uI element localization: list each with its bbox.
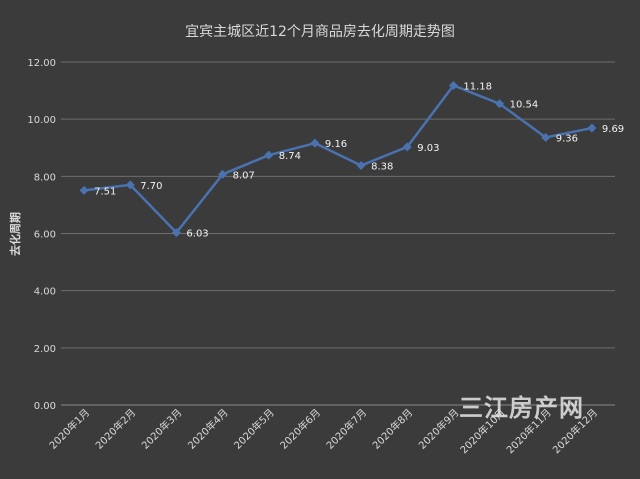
data-label: 9.03 — [417, 143, 439, 154]
x-tick-label: 2020年2月 — [93, 406, 139, 452]
grid-lines — [61, 61, 615, 406]
x-tick-label: 2020年3月 — [139, 406, 185, 452]
series-line — [79, 80, 597, 238]
y-tick-label: 2.00 — [34, 344, 56, 355]
data-point-marker — [264, 150, 274, 160]
y-tick-label: 8.00 — [34, 172, 56, 183]
data-label: 9.16 — [325, 139, 347, 150]
data-label: 6.03 — [186, 229, 208, 240]
x-tick-label: 2020年1月 — [46, 406, 92, 452]
data-point-marker — [402, 142, 412, 152]
data-point-marker — [218, 169, 228, 179]
data-label: 10.54 — [510, 100, 539, 111]
data-point-marker — [541, 132, 551, 142]
data-label: 8.74 — [279, 151, 301, 162]
data-point-marker — [448, 80, 458, 90]
data-label: 7.70 — [140, 181, 162, 192]
x-tick-label: 2020年9月 — [416, 406, 462, 452]
data-label: 9.69 — [602, 124, 624, 135]
data-point-marker — [587, 123, 597, 133]
data-point-marker — [495, 99, 505, 109]
data-label: 11.18 — [463, 81, 492, 92]
data-point-marker — [171, 228, 181, 238]
y-tick-label: 12.00 — [27, 58, 56, 69]
y-axis-ticks: 0.00 2.00 4.00 6.00 8.00 10.00 12.00 — [27, 58, 56, 412]
data-point-marker — [79, 185, 89, 195]
data-point-marker — [356, 160, 366, 170]
chart-title: 宜宾主城区近12个月商品房去化周期走势图 — [185, 24, 455, 40]
y-axis-label: 去化周期 — [8, 212, 22, 256]
x-tick-label: 2020年8月 — [370, 406, 416, 452]
data-label: 9.36 — [556, 133, 578, 144]
x-tick-label: 2020年4月 — [185, 406, 231, 452]
data-label: 8.07 — [233, 170, 255, 181]
data-point-marker — [310, 138, 320, 148]
data-label: 7.51 — [94, 186, 116, 197]
series-polyline — [83, 84, 593, 234]
y-tick-label: 4.00 — [34, 287, 56, 298]
x-tick-label: 2020年7月 — [323, 406, 369, 452]
data-label: 8.38 — [371, 161, 393, 172]
x-tick-label: 2020年6月 — [277, 406, 323, 452]
y-tick-label: 10.00 — [27, 115, 56, 126]
y-tick-label: 0.00 — [34, 401, 56, 412]
data-point-marker — [125, 180, 135, 190]
data-labels: 7.51 7.70 6.03 8.07 8.74 9.16 8.38 9.03 11.18 10.… — [94, 81, 624, 239]
y-tick-label: 6.00 — [34, 230, 56, 241]
watermark: 三江房产网 — [459, 394, 584, 422]
x-tick-label: 2020年5月 — [231, 406, 277, 452]
